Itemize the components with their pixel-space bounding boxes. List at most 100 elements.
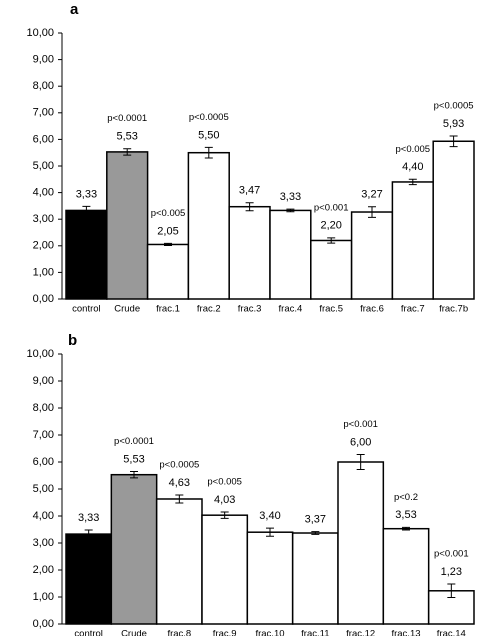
y-tick-label: 8,00 bbox=[33, 402, 54, 414]
error-bar bbox=[82, 205, 91, 215]
y-tick-label: 5,00 bbox=[33, 483, 54, 495]
y-tick-label: 10,00 bbox=[26, 348, 54, 360]
value-label: 3,27 bbox=[361, 189, 382, 201]
value-label: 3,40 bbox=[259, 510, 280, 522]
x-tick-label: frac.8 bbox=[167, 629, 191, 636]
bar bbox=[146, 243, 190, 300]
bar bbox=[432, 140, 475, 300]
error-bar bbox=[447, 583, 456, 599]
y-tick-label: 6,00 bbox=[33, 456, 54, 468]
error-bar bbox=[368, 206, 376, 218]
error-bar bbox=[84, 529, 93, 539]
x-tick-label: control bbox=[72, 304, 101, 315]
error-bar bbox=[175, 494, 184, 504]
value-label: 5,53 bbox=[116, 131, 137, 143]
y-tick-label: 2,00 bbox=[33, 564, 54, 576]
annotation: p<0.005 bbox=[395, 144, 430, 155]
y-tick-label: 9,00 bbox=[33, 54, 54, 66]
bar bbox=[65, 209, 108, 300]
y-tick-label: 3,00 bbox=[33, 213, 54, 225]
y-tick-label: 3,00 bbox=[33, 537, 54, 549]
x-tick-label: frac.7b bbox=[439, 304, 468, 315]
error-bar bbox=[204, 146, 213, 159]
error-bar bbox=[123, 148, 132, 156]
y-tick-label: 4,00 bbox=[33, 187, 54, 199]
error-bar bbox=[402, 526, 410, 531]
x-tick-label: frac.11 bbox=[301, 629, 329, 636]
bar bbox=[391, 181, 434, 300]
error-bar bbox=[130, 470, 138, 479]
y-tick-label: 6,00 bbox=[33, 133, 54, 145]
value-label: 5,93 bbox=[443, 118, 464, 130]
bar bbox=[310, 239, 353, 300]
value-label: 3,37 bbox=[305, 514, 326, 526]
value-label: 3,33 bbox=[76, 188, 97, 200]
annotation: p<0.001 bbox=[343, 419, 378, 430]
value-label: 5,50 bbox=[198, 129, 219, 141]
annotation: p<0.0005 bbox=[159, 459, 199, 470]
x-tick-label: Crude bbox=[121, 629, 147, 636]
y-tick-label: 1,00 bbox=[33, 591, 54, 603]
annotation: p<0.005 bbox=[151, 208, 186, 219]
bar bbox=[106, 151, 149, 300]
x-tick-label: frac.1 bbox=[156, 304, 180, 315]
y-tick-label: 1,00 bbox=[33, 266, 54, 278]
value-label: 4,40 bbox=[402, 161, 423, 173]
bar bbox=[337, 461, 385, 625]
annotation: p<0.0005 bbox=[189, 112, 229, 123]
error-bar bbox=[327, 237, 336, 244]
value-label: 3,33 bbox=[78, 512, 99, 524]
y-tick-label: 5,00 bbox=[33, 160, 54, 172]
bar bbox=[201, 514, 249, 625]
value-label: 3,47 bbox=[239, 185, 260, 197]
y-tick-label: 7,00 bbox=[33, 107, 54, 119]
value-label: 1,23 bbox=[441, 566, 462, 578]
error-bar bbox=[245, 202, 254, 212]
value-label: 4,03 bbox=[214, 494, 235, 506]
bar bbox=[291, 532, 339, 625]
annotation: p<0.001 bbox=[434, 549, 469, 560]
y-tick-label: 10,00 bbox=[26, 27, 54, 39]
x-tick-label: frac.9 bbox=[213, 629, 237, 636]
value-label: 2,20 bbox=[320, 220, 341, 232]
value-label: 3,33 bbox=[280, 191, 301, 203]
error-bar bbox=[286, 208, 295, 213]
error-bar bbox=[449, 135, 458, 148]
bar bbox=[382, 527, 430, 625]
bar bbox=[187, 151, 230, 300]
x-tick-label: Crude bbox=[114, 304, 140, 315]
value-label: 3,53 bbox=[395, 509, 416, 521]
x-tick-label: frac.10 bbox=[255, 629, 284, 636]
y-tick-label: 2,00 bbox=[33, 240, 54, 252]
x-tick-label: frac.12 bbox=[346, 629, 375, 636]
error-bar bbox=[220, 511, 229, 519]
x-tick-label: frac.13 bbox=[391, 629, 420, 636]
bar bbox=[65, 533, 113, 625]
x-tick-label: frac.14 bbox=[437, 629, 466, 636]
y-tick-label: 0,00 bbox=[33, 293, 54, 305]
error-bar bbox=[164, 242, 172, 247]
annotation: p<0.0005 bbox=[434, 100, 474, 111]
panel-label: a bbox=[70, 1, 79, 18]
x-tick-label: frac.7 bbox=[401, 304, 425, 315]
error-bar bbox=[408, 178, 417, 186]
y-tick-label: 8,00 bbox=[33, 80, 54, 92]
annotation: p<0.0001 bbox=[114, 436, 154, 447]
value-label: 5,53 bbox=[123, 453, 144, 465]
bar bbox=[110, 473, 158, 625]
error-bar bbox=[311, 531, 320, 535]
x-tick-label: frac.6 bbox=[360, 304, 384, 315]
bar bbox=[228, 205, 271, 300]
x-tick-label: frac.2 bbox=[197, 304, 221, 315]
x-tick-label: frac.3 bbox=[238, 304, 262, 315]
x-tick-label: frac.5 bbox=[319, 304, 343, 315]
bar bbox=[269, 209, 312, 300]
x-tick-label: frac.4 bbox=[279, 304, 303, 315]
y-tick-label: 9,00 bbox=[33, 375, 54, 387]
error-bar bbox=[356, 453, 365, 471]
annotation: p<0.005 bbox=[207, 476, 242, 487]
annotation: p<0.001 bbox=[314, 202, 349, 213]
value-label: 6,00 bbox=[350, 436, 371, 448]
y-tick-label: 4,00 bbox=[33, 510, 54, 522]
